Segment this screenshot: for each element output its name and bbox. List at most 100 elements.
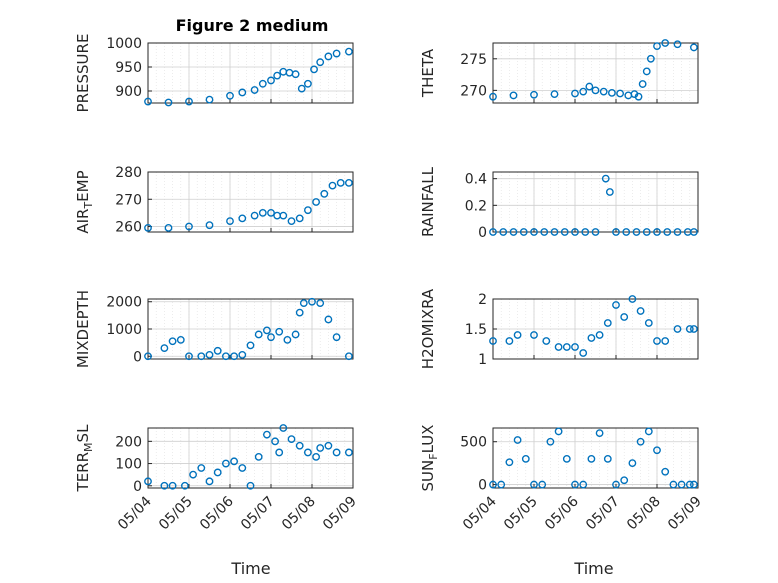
data-point [632,228,641,236]
data-point [273,71,282,80]
data-point [513,331,522,339]
data-point [291,330,300,339]
data-point [605,188,614,196]
data-point [226,217,234,225]
data-point [185,97,193,106]
plot-area [493,172,698,232]
data-point [344,352,353,361]
data-point [295,308,304,317]
data-point [489,337,497,345]
data-point [160,481,169,490]
series-markers [489,39,698,101]
data-point [562,454,571,463]
data-point [332,49,341,58]
subplot-1: 900 950 1000 PRESSURE [74,34,354,112]
data-point [530,90,538,99]
data-point [176,336,185,344]
data-point [690,228,698,236]
data-point [197,352,206,361]
data-point [254,330,263,339]
y-tick-label: 100 [115,457,142,473]
data-point [579,349,588,357]
y-tick-label: 0.4 [465,172,487,188]
y-axis-label: RAINFALL [419,166,437,237]
data-point [250,86,259,94]
data-point [571,480,579,489]
data-point [612,301,620,309]
data-point [308,297,316,306]
data-point [221,459,230,468]
data-point [336,179,345,187]
data-point [189,470,198,479]
y-tick-label: 275 [460,52,487,68]
data-point [690,480,698,489]
data-point [213,468,222,477]
plot-area [148,428,353,488]
axes-box [492,42,699,104]
axes-box [492,171,699,233]
data-point [238,88,247,97]
axes-box [147,171,354,233]
x-tick-label: 05/06 [542,493,582,533]
y-axis-label: SUNFLUX [419,425,440,492]
data-point [595,331,604,339]
data-point [690,43,698,52]
data-point [246,481,255,490]
y-tick-label: 0 [478,478,487,494]
data-point [673,228,682,236]
data-point [653,446,661,455]
data-point [622,228,631,236]
data-point [595,429,604,438]
data-point [262,430,271,439]
x-tick-label: 05/06 [197,493,237,533]
data-point [324,315,333,324]
data-point [324,52,333,61]
data-point [144,224,152,232]
x-tick-label: 05/04 [460,493,500,533]
data-point [324,441,333,450]
subplot-2: 270 275 THETA [419,39,699,104]
y-tick-label: 270 [115,192,142,208]
data-point [653,337,661,345]
data-point [230,457,239,466]
y-tick-label: 1.5 [465,322,487,338]
y-tick-label: 0.2 [465,198,487,214]
y-tick-label: 260 [115,220,142,236]
y-axis-label: THETA [419,48,437,98]
data-point [303,448,312,457]
data-point [591,86,600,95]
data-point [258,79,267,88]
y-tick-label: 900 [115,84,142,100]
data-point [521,454,530,463]
y-tick-label: 2 [478,292,487,308]
data-point [530,228,538,236]
data-point [332,448,341,457]
data-point [579,480,588,489]
plot-area [148,172,353,232]
y-tick-label: 950 [115,60,142,76]
data-point [160,344,169,352]
y-tick-label: 0 [133,479,142,495]
data-point [628,459,637,468]
data-point [489,480,497,489]
data-point [519,228,528,236]
data-point [205,351,214,359]
data-point [275,327,284,336]
data-point [312,198,320,206]
data-point [238,214,247,223]
y-axis-label: TERRMSL [74,424,95,493]
data-point [230,352,239,361]
y-tick-label: 0 [478,225,487,241]
data-point [238,351,247,359]
data-point [205,477,214,486]
data-point [312,452,320,461]
series-markers [144,424,353,490]
y-tick-label: 1000 [106,36,142,52]
data-point [538,480,547,489]
data-point [530,480,538,489]
data-point [258,209,267,217]
data-point [562,343,571,351]
series-markers [144,179,353,232]
x-tick-label: 05/05 [501,494,541,534]
data-point [581,228,590,236]
